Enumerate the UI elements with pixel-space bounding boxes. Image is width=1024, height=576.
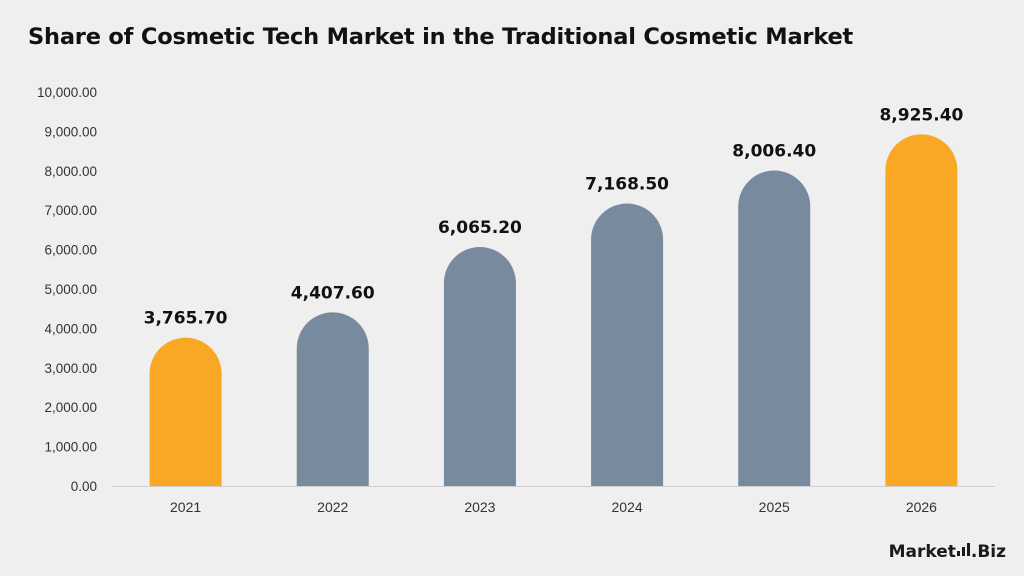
bars: 3,765.70 4,407.60 6,065.20 7,168.50 8,006.40…: [144, 105, 964, 486]
bar-2023: [443, 247, 516, 486]
y-tick-label: 0.00: [71, 479, 97, 494]
data-label-2025: 8,006.40: [732, 142, 816, 162]
x-tick-label: 2023: [464, 499, 495, 515]
y-tick-label: 2,000.00: [44, 400, 97, 415]
y-tick-label: 5,000.00: [44, 282, 97, 297]
y-tick-label: 9,000.00: [44, 124, 97, 139]
bar-2021: [149, 337, 222, 486]
x-tick-label: 2022: [317, 499, 348, 515]
data-label-2026: 8,925.40: [879, 105, 963, 125]
y-tick-label: 7,000.00: [44, 203, 97, 218]
y-tick-label: 6,000.00: [44, 243, 97, 258]
y-tick-label: 10,000.00: [37, 85, 97, 100]
chart-title: Share of Cosmetic Tech Market in the Tra…: [28, 24, 854, 50]
y-tick-label: 3,000.00: [44, 361, 97, 376]
x-tick-label: 2026: [906, 499, 937, 515]
logo-text-biz: .Biz: [970, 542, 1006, 562]
x-tick-label: 2021: [170, 499, 201, 515]
y-tick-label: 8,000.00: [44, 164, 97, 179]
data-label-2024: 7,168.50: [585, 175, 669, 195]
y-tick-label: 1,000.00: [44, 440, 97, 455]
data-label-2023: 6,065.20: [438, 218, 522, 238]
logo-text-market: Market: [888, 542, 956, 562]
x-tick-label: 2024: [612, 499, 643, 515]
y-tick-label: 4,000.00: [44, 321, 97, 336]
bar-2025: [738, 170, 811, 486]
data-label-2022: 4,407.60: [291, 283, 375, 303]
data-label-2021: 3,765.70: [144, 309, 228, 329]
logo-bars-icon: [956, 543, 970, 556]
brand-logo: Market .Biz: [889, 542, 1006, 562]
bar-2024: [591, 203, 664, 486]
x-axis: 2021 2022 2023 2024 2025 2026: [112, 486, 995, 515]
y-axis: 0.00 1,000.00 2,000.00 3,000.00 4,000.00 5,00…: [37, 85, 97, 494]
bar-2026: [885, 134, 958, 486]
bar-2022: [296, 312, 369, 486]
x-tick-label: 2025: [759, 499, 790, 515]
